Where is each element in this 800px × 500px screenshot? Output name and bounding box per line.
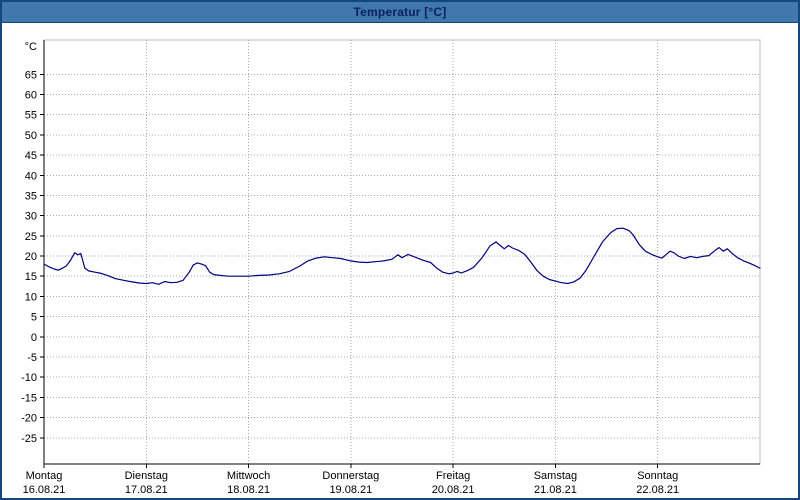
plot-area bbox=[43, 39, 761, 465]
y-tick-label: 20 bbox=[25, 251, 37, 263]
y-tick-label: 55 bbox=[25, 110, 37, 122]
x-weekday-label: Dienstag bbox=[125, 470, 168, 482]
x-date-label: 22.08.21 bbox=[636, 484, 679, 496]
y-tick-label: 25 bbox=[25, 231, 37, 243]
y-tick-label: -20 bbox=[21, 413, 37, 425]
x-weekday-label: Sonntag bbox=[637, 470, 678, 482]
y-tick-label: -5 bbox=[27, 352, 37, 364]
x-date-label: 16.08.21 bbox=[23, 484, 66, 496]
chart-titlebar: Temperatur [°C] bbox=[2, 2, 798, 23]
y-tick-label: 5 bbox=[31, 312, 37, 324]
temperature-series-line bbox=[43, 227, 761, 285]
x-weekday-label: Mittwoch bbox=[227, 470, 270, 482]
x-date-label: 21.08.21 bbox=[534, 484, 577, 496]
y-tick-label: -10 bbox=[21, 372, 37, 384]
x-date-label: 20.08.21 bbox=[432, 484, 475, 496]
y-tick-label: -25 bbox=[21, 433, 37, 445]
chart-title: Temperatur [°C] bbox=[353, 5, 447, 19]
x-weekday-label: Samstag bbox=[534, 470, 577, 482]
y-tick-label: 30 bbox=[25, 211, 37, 223]
x-weekday-label: Montag bbox=[26, 470, 63, 482]
y-tick-label: 15 bbox=[25, 271, 37, 283]
y-tick-label: 60 bbox=[25, 90, 37, 102]
x-weekday-label: Donnerstag bbox=[322, 470, 379, 482]
y-tick-label: 0 bbox=[31, 332, 37, 344]
x-date-label: 19.08.21 bbox=[329, 484, 372, 496]
y-tick-label: 10 bbox=[25, 291, 37, 303]
y-tick-label: 35 bbox=[25, 190, 37, 202]
y-tick-label: 50 bbox=[25, 130, 37, 142]
x-date-label: 18.08.21 bbox=[227, 484, 270, 496]
y-axis-unit-label: °C bbox=[25, 41, 37, 53]
x-weekday-label: Freitag bbox=[436, 470, 470, 482]
y-tick-label: -15 bbox=[21, 392, 37, 404]
x-date-label: 17.08.21 bbox=[125, 484, 168, 496]
y-tick-label: 65 bbox=[25, 69, 37, 81]
y-tick-label: 40 bbox=[25, 170, 37, 182]
y-tick-label: 45 bbox=[25, 150, 37, 162]
